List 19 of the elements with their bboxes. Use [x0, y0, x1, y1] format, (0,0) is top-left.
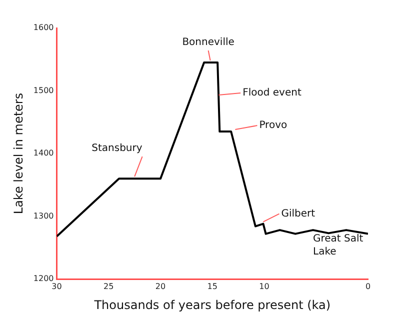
- y-tick-label: 1400: [33, 148, 54, 158]
- x-tick-label: 20: [155, 282, 166, 291]
- x-axis-title: Thousands of years before present (ka): [93, 298, 331, 312]
- x-tick-label: 30: [52, 282, 62, 291]
- x-tick-label: 10: [259, 282, 270, 291]
- y-axis-title: Lake level in meters: [11, 92, 26, 214]
- y-tick-label: 1500: [33, 86, 54, 95]
- y-tick-label: 1200: [33, 274, 54, 284]
- y-tick-label: 1600: [33, 23, 54, 32]
- annotation: Great Salt Lake: [313, 234, 364, 258]
- annotation: Flood event: [242, 88, 302, 99]
- x-tick-label: 15: [207, 282, 218, 291]
- x-tick-label: 25: [104, 282, 114, 291]
- y-tick-label: 1300: [33, 211, 54, 220]
- annotation: Provo: [259, 120, 288, 132]
- x-tick-label: 0: [365, 282, 371, 291]
- annotation: Bonneville: [182, 37, 234, 48]
- annotation: Stansbury: [92, 143, 142, 154]
- annotation: Gilbert: [281, 208, 316, 220]
